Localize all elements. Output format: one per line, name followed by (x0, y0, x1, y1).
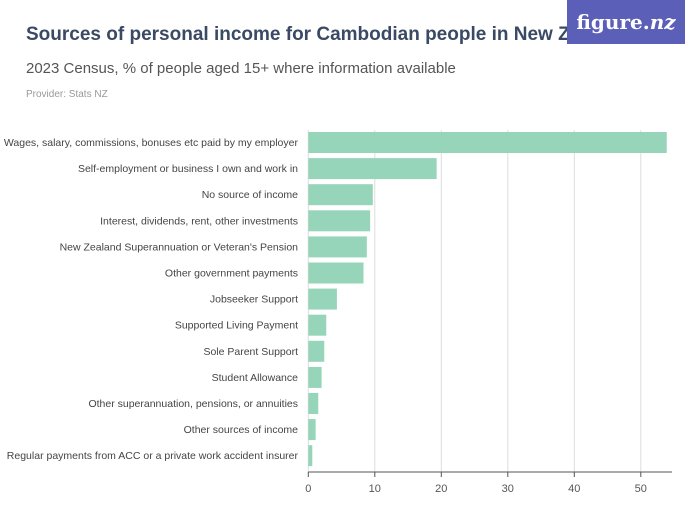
bar (308, 132, 667, 153)
category-label: Sole Parent Support (203, 346, 298, 358)
category-label: Self-employment or business I own and wo… (78, 163, 298, 175)
x-tick-label: 20 (435, 483, 447, 495)
chart-title: Sources of personal income for Cambodian… (26, 24, 630, 45)
bar (308, 314, 327, 336)
bar (308, 340, 325, 362)
x-tick-label: 0 (305, 483, 311, 495)
category-label: New Zealand Superannuation or Veteran's … (60, 241, 299, 253)
category-label: Student Allowance (212, 372, 299, 384)
category-label: Regular payments from ACC or a private w… (7, 450, 299, 462)
bar (308, 393, 319, 414)
category-label: Interest, dividends, rent, other investm… (100, 215, 298, 227)
x-tick-label: 40 (568, 483, 580, 495)
category-label: Other superannuation, pensions, or annui… (88, 398, 298, 410)
category-label: Supported Living Payment (175, 320, 298, 332)
category-label: Wages, salary, commissions, bonuses etc … (4, 137, 299, 149)
bar (308, 158, 437, 180)
bar (308, 419, 316, 441)
category-label: Other government payments (165, 268, 298, 280)
bar (308, 184, 373, 206)
bar (308, 366, 322, 388)
bar (308, 210, 371, 232)
x-tick-label: 50 (635, 483, 647, 495)
figure-nz-logo[interactable]: figure. nz (567, 0, 685, 44)
category-label: No source of income (202, 189, 298, 201)
x-tick-label: 10 (369, 483, 381, 495)
bar (308, 236, 367, 258)
bar (308, 262, 364, 284)
category-label: Jobseeker Support (210, 294, 298, 306)
x-tick-label: 30 (502, 483, 514, 495)
chart-subtitle: 2023 Census, % of people aged 15+ where … (26, 60, 456, 77)
bar (308, 445, 313, 467)
bar (308, 288, 337, 310)
provider-label: Provider: Stats NZ (26, 89, 108, 100)
category-label: Other sources of income (184, 424, 299, 436)
